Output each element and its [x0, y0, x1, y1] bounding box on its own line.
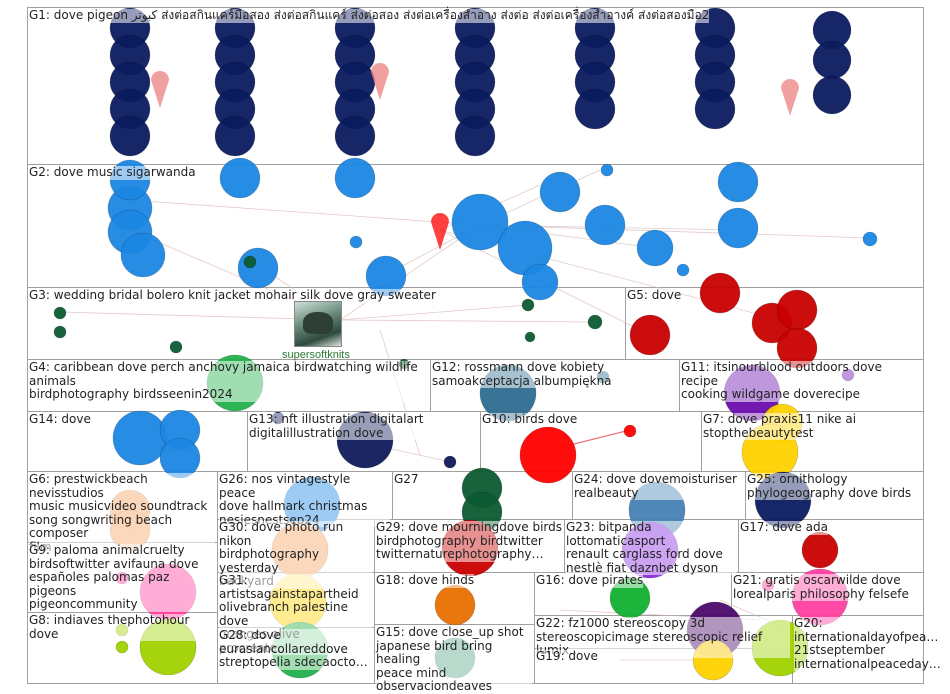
node-g10[interactable] — [623, 424, 637, 438]
node-g2[interactable] — [862, 231, 878, 247]
node-g2[interactable] — [451, 193, 509, 251]
node-g23[interactable] — [621, 521, 679, 579]
profile-thumbnail[interactable] — [294, 301, 342, 347]
node-g2[interactable] — [636, 229, 674, 267]
node-g2[interactable] — [717, 207, 759, 249]
node-g5[interactable] — [776, 289, 818, 331]
node-g2[interactable] — [219, 157, 261, 199]
node-g12[interactable] — [596, 370, 610, 384]
node-g1[interactable] — [334, 115, 376, 157]
node-g2[interactable] — [349, 235, 363, 249]
node-g3[interactable] — [243, 255, 257, 269]
node-g3[interactable] — [521, 298, 535, 312]
node-g4[interactable] — [206, 354, 264, 412]
node-g2[interactable] — [539, 171, 581, 213]
node-g8[interactable] — [115, 640, 129, 654]
node-g13[interactable] — [443, 455, 457, 469]
node-g1[interactable] — [454, 115, 496, 157]
node-g5[interactable] — [699, 272, 741, 314]
group-box-g12 — [430, 359, 680, 412]
node-g11[interactable] — [841, 368, 855, 382]
node-g6[interactable] — [109, 509, 151, 551]
node-g5[interactable] — [801, 531, 839, 569]
node-g21[interactable] — [761, 578, 775, 592]
pin-marker-icon — [431, 213, 449, 250]
pin-marker-icon — [781, 79, 799, 116]
node-g2[interactable] — [600, 163, 614, 177]
node-g8[interactable] — [115, 623, 129, 637]
node-g1[interactable] — [574, 88, 616, 130]
edge — [59, 311, 341, 321]
node-g19[interactable] — [692, 639, 734, 681]
node-g9[interactable] — [139, 563, 197, 621]
node-g1[interactable] — [812, 40, 852, 80]
node-g2[interactable] — [584, 204, 626, 246]
node-g8[interactable] — [139, 618, 197, 676]
node-g2[interactable] — [120, 232, 166, 278]
group-box-g20 — [792, 615, 924, 684]
pin-marker-icon — [371, 63, 389, 100]
node-label-supersoftknits[interactable]: supersoftknits — [282, 349, 350, 361]
node-g14[interactable] — [159, 437, 201, 479]
node-g2[interactable] — [365, 255, 407, 297]
node-g28[interactable] — [271, 621, 329, 679]
graph-nodes — [53, 7, 878, 681]
node-g25[interactable] — [754, 471, 812, 529]
node-g31[interactable] — [269, 573, 327, 631]
node-g1[interactable] — [214, 115, 256, 157]
node-g20[interactable] — [751, 619, 809, 677]
node-g1[interactable] — [694, 88, 736, 130]
node-g7[interactable] — [741, 423, 799, 481]
node-g10[interactable] — [519, 426, 577, 484]
node-g5[interactable] — [776, 327, 818, 369]
edge — [339, 319, 596, 323]
node-g15[interactable] — [434, 637, 476, 679]
node-g1[interactable] — [812, 75, 852, 115]
node-g3[interactable] — [53, 306, 67, 320]
edge — [339, 224, 481, 321]
node-g2[interactable] — [109, 159, 151, 201]
node-g12[interactable] — [479, 364, 537, 422]
node-g5[interactable] — [629, 314, 671, 356]
node-g16[interactable] — [609, 577, 651, 619]
node-g3[interactable] — [587, 314, 603, 330]
node-g2[interactable] — [237, 247, 279, 289]
node-g14[interactable] — [112, 410, 168, 466]
node-g3[interactable] — [524, 331, 536, 343]
node-g3[interactable] — [398, 358, 410, 370]
node-g9[interactable] — [115, 571, 129, 585]
node-g2[interactable] — [676, 263, 690, 277]
edge — [129, 199, 481, 226]
node-g29[interactable] — [441, 519, 499, 577]
node-g13[interactable] — [336, 411, 394, 469]
node-g2[interactable] — [521, 263, 559, 301]
node-g18[interactable] — [434, 584, 476, 626]
node-g2[interactable] — [717, 161, 759, 203]
edge — [339, 304, 529, 321]
group-box-g7 — [701, 411, 924, 472]
node-g1[interactable] — [109, 115, 151, 157]
node-g3[interactable] — [169, 340, 183, 354]
node-g13[interactable] — [271, 411, 285, 425]
node-g21[interactable] — [791, 568, 849, 626]
node-g30[interactable] — [271, 521, 329, 579]
edge — [479, 224, 871, 239]
pin-marker-icon — [151, 71, 169, 108]
node-g3[interactable] — [53, 325, 67, 339]
node-g2[interactable] — [334, 157, 376, 199]
